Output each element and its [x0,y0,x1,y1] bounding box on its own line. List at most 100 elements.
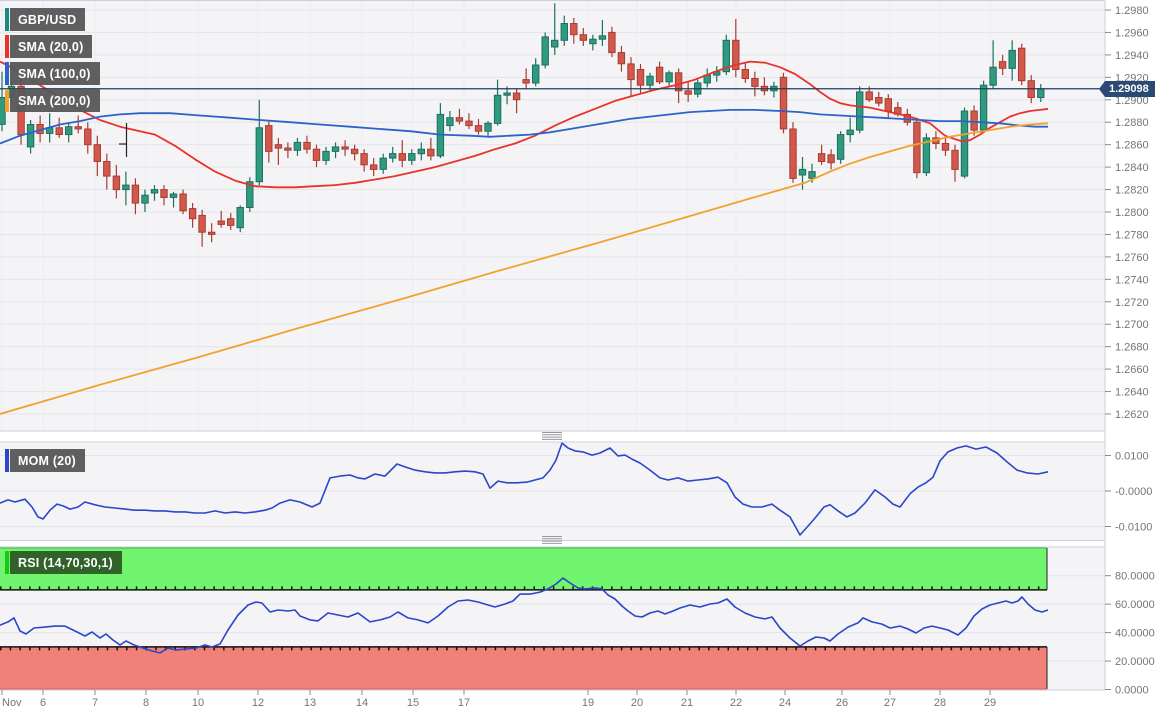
sma200-label: SMA (200,0) [10,89,100,112]
symbol-label: GBP/USD [10,8,86,31]
candle-up [122,184,130,191]
date-axis-label: 24 [779,697,791,709]
price-axis-label: 1.2680 [1115,342,1149,354]
candle-up [331,146,340,152]
candle-down [875,97,883,104]
candle-down [512,92,521,101]
mom-axis-label: 0.0100 [1115,451,1149,463]
candle-up [808,171,816,179]
last-price-tag: 1.29098 [1099,81,1155,97]
candle-down [636,69,645,86]
sma20-color-bar [5,35,9,58]
candle-up [236,207,244,229]
candle-up [493,94,502,124]
candle-down [951,149,959,170]
price-axis-label: 1.2900 [1115,95,1149,107]
candle-down [474,125,483,132]
candle-down [131,184,140,204]
sma200-color-bar [5,89,9,112]
price-axis-label: 1.2800 [1115,207,1149,219]
candle-up [379,157,387,170]
price-axis-label: 1.2880 [1115,117,1149,129]
candle-up [722,39,730,73]
candle-up [989,66,997,86]
candle-down [217,220,225,225]
date-axis-label: 27 [884,697,896,709]
candle-down [208,231,216,235]
candle-up [532,64,540,84]
panel-resize-grip[interactable] [542,536,562,544]
date-axis-label: 21 [681,697,693,709]
candle-up [503,92,511,96]
candle-up [856,91,864,131]
candle-down [741,69,749,79]
mom-axis-label: -0.0100 [1115,522,1152,534]
candle-down [227,218,235,226]
candle-down [341,146,349,150]
rsi-label: RSI (14,70,30,1) [10,551,122,574]
candle-down [779,76,788,130]
legend-item-sma20[interactable]: SMA (20,0) [5,35,93,58]
candle-up [922,137,931,174]
price-axis-label: 1.2640 [1115,387,1149,399]
candle-down [827,154,835,164]
candle-up [541,36,549,66]
candle-up [389,153,397,159]
candle-down [284,147,292,151]
legend-item-rsi[interactable]: RSI (14,70,30,1) [5,551,122,574]
rsi-axis-label: 20.0000 [1115,656,1155,668]
date-axis-label: 29 [984,697,996,709]
price-axis-label: 1.2960 [1115,27,1149,39]
candle-down [55,127,63,136]
candle-down [112,175,121,191]
date-axis-label: 22 [730,697,742,709]
candle-down [179,193,187,212]
sma20-line [0,60,1049,189]
legend-item-sma100[interactable]: SMA (100,0) [5,62,100,85]
mom-label: MOM (20) [10,449,85,472]
candle-down [865,91,873,101]
candle-down [198,214,206,233]
candle-up [150,189,159,194]
candle-down [312,148,321,161]
sma20-label: SMA (20,0) [10,35,93,58]
candle-up [979,84,988,131]
candle-down [303,141,311,150]
candle-down [608,31,616,54]
price-axis-label: 1.2980 [1115,5,1149,17]
candle-down [579,34,587,41]
candle-up [26,124,35,148]
candle-up [646,75,654,86]
rsi-axis-label: 80.0000 [1115,571,1155,583]
candle-down [274,144,283,149]
price-axis-label: 1.2660 [1115,364,1149,376]
date-axis-label: 15 [407,697,419,709]
rsi-color-bar [5,551,9,574]
panel-resize-grip[interactable] [542,432,562,440]
candle-down [913,121,921,174]
price-axis-label: 1.2620 [1115,409,1149,421]
candle-down [970,110,978,131]
sma100-color-bar [5,62,9,85]
price-panel-bg [0,0,1105,431]
legend-item-symbol[interactable]: GBP/USD [5,8,86,31]
price-axis-label: 1.2740 [1115,274,1149,286]
candle-up [960,110,969,177]
candle-up [484,122,492,132]
candle-down [93,144,101,162]
price-axis-label: 1.2700 [1115,319,1149,331]
candle-up [589,38,597,45]
legend-item-sma200[interactable]: SMA (200,0) [5,89,100,112]
date-axis-label: 6 [40,697,46,709]
candle-down [627,63,635,81]
candle-down [684,90,692,95]
candle-up [417,148,426,155]
date-axis-label: 14 [356,697,368,709]
date-axis-label: 8 [143,697,149,709]
candle-down [1018,47,1026,82]
candle-up [598,35,607,40]
legend-item-mom[interactable]: MOM (20) [5,449,85,472]
rsi-line [0,577,1049,654]
